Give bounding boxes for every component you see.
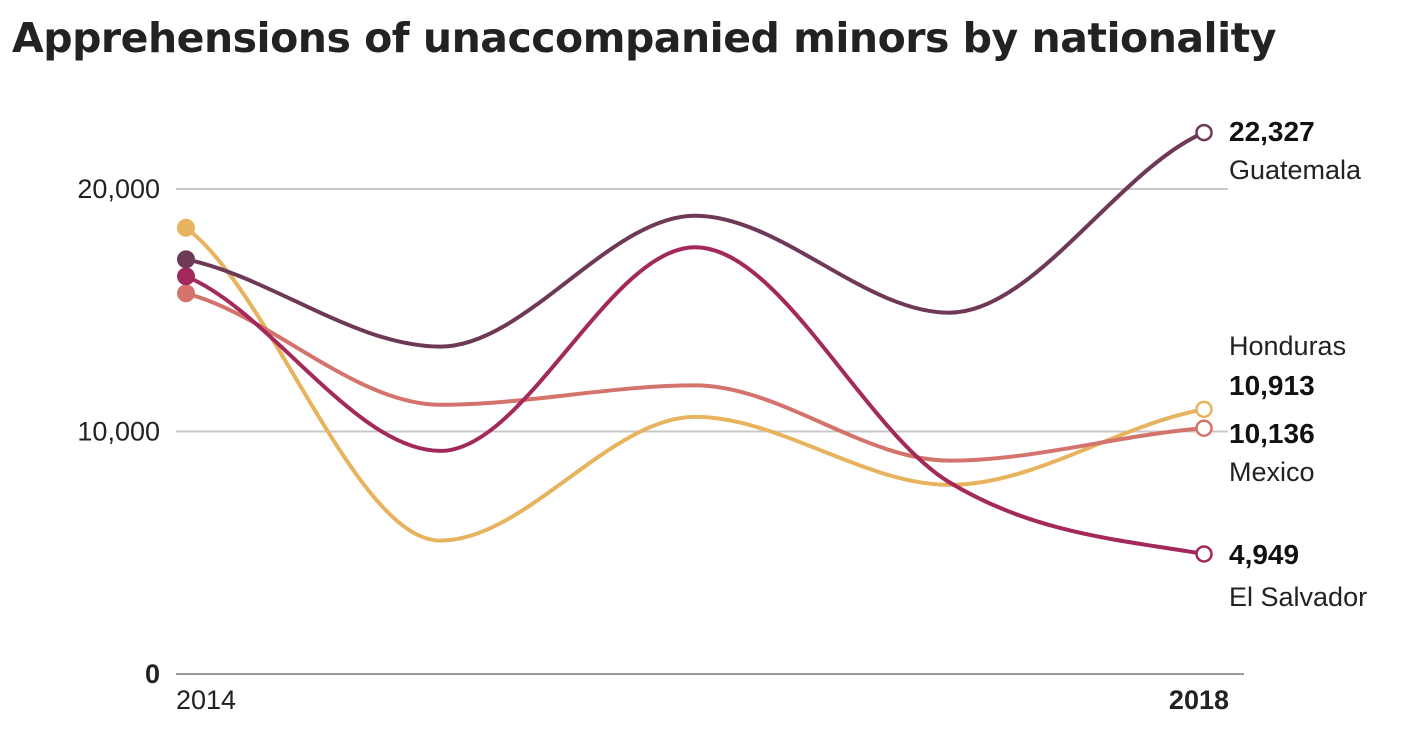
gridlines (176, 188, 1244, 675)
y-tick-label: 20,000 (77, 174, 160, 204)
end-point-honduras (1195, 400, 1213, 419)
y-tick-label: 0 (145, 659, 160, 689)
end-labels: 22,327 Guatemala 4,949 El Salvador 10,136 Mex… (1229, 116, 1367, 612)
x-tick-label: 2018 (1169, 685, 1229, 715)
end-point-mexico (1195, 419, 1213, 437)
series-lines (177, 123, 1213, 563)
end-value-mexico: 10,136 (1229, 418, 1315, 449)
series-line-el-salvador (184, 245, 1206, 556)
x-tick-label: 2014 (176, 685, 236, 715)
end-value-honduras: 10,913 (1229, 370, 1315, 401)
series-name-el-salvador: El Salvador (1229, 582, 1367, 612)
series-line-guatemala (184, 130, 1206, 349)
series-name-guatemala: Guatemala (1229, 155, 1362, 185)
end-point-el-salvador (1195, 545, 1213, 563)
start-point-guatemala (177, 250, 195, 269)
chart-title: Apprehensions of unaccompanied minors by… (12, 14, 1276, 62)
start-point-mexico (177, 284, 195, 303)
series-line-honduras (184, 225, 1206, 543)
series-line-mexico (184, 291, 1206, 463)
y-axis-ticks: 0 10,000 20,000 (77, 174, 160, 689)
series-name-honduras: Honduras (1229, 331, 1346, 361)
end-value-el-salvador: 4,949 (1229, 539, 1299, 570)
y-tick-label: 10,000 (77, 417, 160, 447)
start-point-el-salvador (177, 267, 195, 286)
end-value-guatemala: 22,327 (1229, 116, 1315, 147)
start-point-honduras (177, 218, 195, 237)
end-point-guatemala (1195, 123, 1213, 142)
series-name-mexico: Mexico (1229, 457, 1315, 487)
x-axis-ticks: 2014 2018 (176, 685, 1229, 715)
